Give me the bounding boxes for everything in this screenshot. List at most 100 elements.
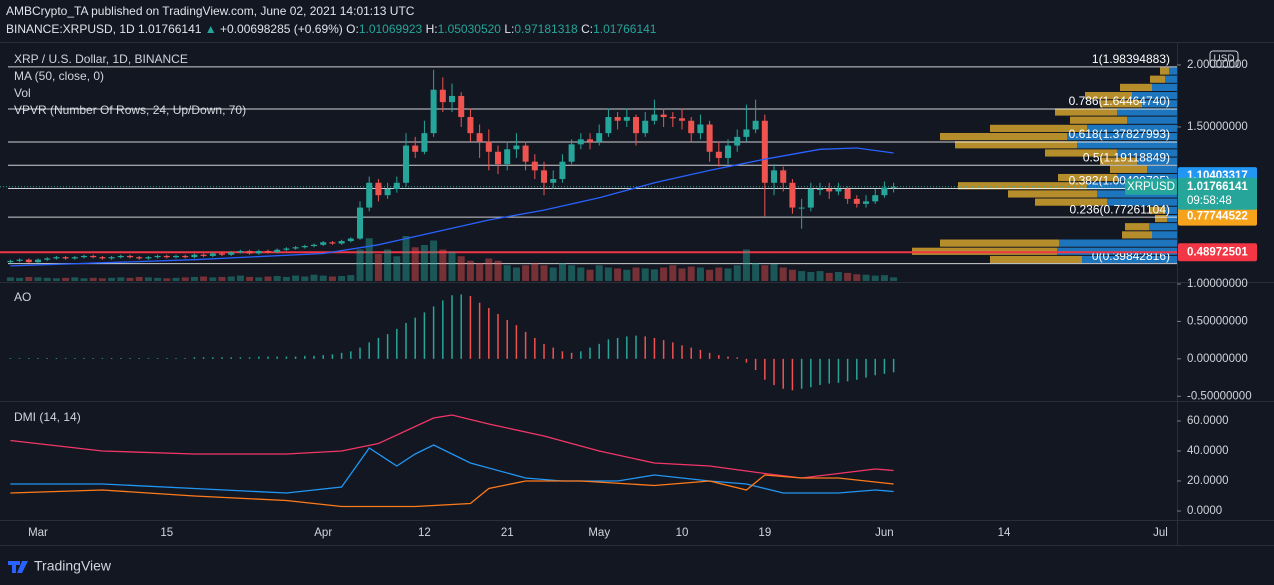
volume-bar (558, 263, 566, 281)
candle-body (844, 188, 851, 199)
y-tick-label: 1.50000000 (1187, 121, 1248, 133)
candle-body (274, 249, 281, 253)
volume-bar (522, 265, 530, 281)
y-tick-label: 20.0000 (1187, 475, 1229, 487)
symbol: BINANCE:XRPUSD, 1D (6, 22, 135, 36)
volume-bar (696, 267, 704, 281)
vpvr-up (1082, 255, 1177, 264)
candle-body (136, 257, 143, 259)
vpvr-up (1147, 165, 1177, 173)
x-tick-label: 19 (758, 527, 771, 539)
vpvr-down (1150, 206, 1165, 214)
x-tick-label: 10 (676, 527, 689, 539)
vpvr-down (1008, 190, 1097, 198)
symbol-badge-label: XRPUSD (1127, 181, 1175, 193)
vpvr-down (958, 182, 1087, 190)
vpvr-up (1117, 108, 1177, 116)
vpvr-down (990, 255, 1082, 264)
volume-bar (788, 269, 796, 281)
vpvr-up (1137, 157, 1177, 165)
volume-bar (568, 265, 576, 281)
volume-bar (154, 277, 162, 281)
fib-label: 0.5(1.19118849) (1083, 150, 1170, 164)
currency-box (1209, 50, 1239, 68)
volume-bar (742, 249, 750, 281)
vpvr-up (1152, 231, 1177, 239)
candle-body (550, 179, 557, 183)
volume-bar (733, 265, 741, 281)
volume-bar (724, 268, 732, 281)
volume-bar (62, 277, 70, 281)
candle-body (209, 253, 216, 256)
vpvr-up (1165, 206, 1177, 214)
volume-bar (89, 277, 97, 281)
candle-body (34, 259, 41, 263)
candle-body (761, 120, 768, 183)
volume-bar (347, 275, 355, 281)
vpvr-up (1127, 116, 1177, 124)
candle-body (16, 259, 23, 261)
candle-body (62, 257, 69, 259)
volume-bar (494, 260, 502, 281)
vpvr-up (1132, 92, 1177, 100)
vpvr-down (1150, 75, 1165, 83)
volume-bar (577, 267, 585, 281)
volume-bar (255, 277, 263, 281)
volume-bar (871, 275, 879, 281)
vpvr-down (990, 124, 1087, 132)
candle-body (311, 244, 318, 247)
candle-body (145, 257, 152, 259)
candle-body (504, 149, 511, 165)
volume-bar (623, 269, 631, 281)
x-tick-label: Jun (875, 527, 894, 539)
candle-body (329, 242, 336, 244)
candle-body (725, 145, 732, 158)
volume-bar (706, 269, 714, 281)
x-tick-label: 14 (998, 527, 1011, 539)
y-tick-label: 1.00000000 (1187, 278, 1248, 290)
vpvr-down (1058, 173, 1117, 182)
candle-body (688, 120, 695, 134)
y-tick-label: 0.00000000 (1187, 353, 1248, 365)
volume-bar (282, 276, 290, 281)
vpvr-down (1100, 157, 1137, 165)
volume-bar (135, 276, 143, 281)
candle-body (853, 198, 860, 204)
vpvr-down (940, 132, 1067, 141)
volume-bar (172, 277, 180, 281)
volume-bar (264, 276, 272, 281)
candle-body (651, 114, 658, 121)
fib-label: 0.618(1.37827993) (1069, 127, 1170, 141)
legend-vol: Vol (14, 86, 31, 100)
vpvr-up (1167, 214, 1177, 223)
candle-body (292, 247, 299, 249)
footer: TradingView (8, 558, 112, 574)
candle-body (789, 182, 796, 208)
fib-label: 0.786(1.64464740) (1069, 94, 1170, 108)
change: +0.00698285 (+0.69%) (220, 22, 343, 36)
candle-body (679, 118, 686, 121)
candle-body (246, 250, 253, 254)
volume-bar (126, 277, 134, 281)
fib-label: 1(1.98394883) (1092, 52, 1170, 66)
volume-bar (402, 236, 410, 281)
vpvr-down (1085, 92, 1132, 100)
candle-body (449, 95, 456, 103)
candle-body (835, 188, 842, 192)
fib-label: 0(0.39842816) (1092, 249, 1170, 263)
vpvr-down (1055, 108, 1117, 116)
volume-bar (190, 276, 198, 281)
volume-bar (374, 254, 382, 281)
candle-body (559, 161, 566, 180)
vpvr-down (1100, 100, 1142, 108)
volume-bar (614, 268, 622, 281)
volume-bar (144, 277, 152, 281)
volume-bar (595, 265, 603, 281)
volume-bar (834, 272, 842, 281)
candle-body (384, 188, 391, 196)
candle-body (265, 250, 272, 253)
ohlc-value: 1.01766141 (593, 22, 657, 36)
candle-body (817, 188, 824, 190)
volume-bar (485, 258, 493, 281)
